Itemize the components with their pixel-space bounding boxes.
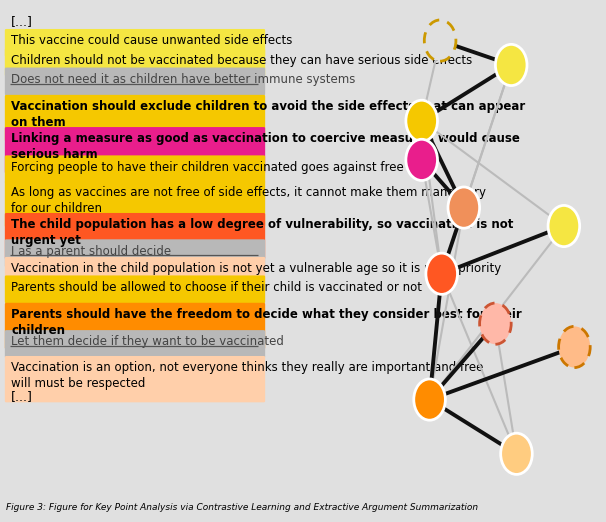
FancyBboxPatch shape (5, 276, 265, 303)
FancyBboxPatch shape (5, 67, 265, 96)
Ellipse shape (559, 326, 590, 367)
Ellipse shape (448, 187, 479, 228)
Ellipse shape (501, 433, 532, 474)
FancyBboxPatch shape (5, 49, 265, 76)
Text: Let them decide if they want to be vaccinated: Let them decide if they want to be vacci… (12, 336, 284, 349)
Ellipse shape (479, 303, 511, 345)
FancyBboxPatch shape (5, 156, 265, 183)
Ellipse shape (496, 44, 527, 86)
Text: [...]: [...] (12, 389, 33, 402)
Text: Children should not be vaccinated because they can have serious side effects: Children should not be vaccinated becaus… (12, 54, 473, 67)
FancyBboxPatch shape (5, 95, 265, 141)
Text: The child population has a low degree of vulnerability, so vaccination is not
ur: The child population has a low degree of… (12, 218, 514, 247)
Ellipse shape (406, 100, 438, 141)
Ellipse shape (406, 139, 438, 181)
Text: Vaccination in the child population is not yet a vulnerable age so it is not a p: Vaccination in the child population is n… (12, 262, 502, 275)
FancyBboxPatch shape (5, 356, 265, 402)
FancyBboxPatch shape (5, 330, 265, 358)
FancyBboxPatch shape (5, 127, 265, 173)
Text: Parents should have the freedom to decide what they consider best for their
chil: Parents should have the freedom to decid… (12, 308, 522, 337)
FancyBboxPatch shape (5, 239, 265, 267)
Text: Linking a measure as good as vaccination to coercive measures would cause
seriou: Linking a measure as good as vaccination… (12, 133, 520, 161)
Ellipse shape (414, 379, 445, 420)
Text: Vaccination is an option, not everyone thinks they really are important and free: Vaccination is an option, not everyone t… (12, 361, 484, 390)
Text: Vaccination should exclude children to avoid the side effects that can appear
on: Vaccination should exclude children to a… (12, 100, 525, 129)
FancyBboxPatch shape (5, 257, 265, 284)
Text: Forcing people to have their children vaccinated goes against free will: Forcing people to have their children va… (12, 161, 428, 174)
Text: This vaccine could cause unwanted side effects: This vaccine could cause unwanted side e… (12, 34, 293, 48)
Text: Does not need it as children have better immune systems: Does not need it as children have better… (12, 73, 356, 86)
FancyBboxPatch shape (5, 213, 265, 259)
FancyBboxPatch shape (5, 303, 265, 349)
Ellipse shape (424, 20, 456, 61)
Text: I as a parent should decide: I as a parent should decide (12, 245, 171, 258)
Text: [...]: [...] (12, 15, 33, 28)
Ellipse shape (426, 253, 458, 294)
FancyBboxPatch shape (5, 29, 265, 57)
Text: As long as vaccines are not free of side effects, it cannot make them mandatory
: As long as vaccines are not free of side… (12, 186, 486, 215)
Ellipse shape (548, 206, 580, 246)
FancyBboxPatch shape (5, 181, 265, 227)
Text: Parents should be allowed to choose if their child is vaccinated or not: Parents should be allowed to choose if t… (12, 281, 422, 294)
Text: Figure 3: Figure for Key Point Analysis via Contrastive Learning and Extractive : Figure 3: Figure for Key Point Analysis … (6, 503, 478, 512)
